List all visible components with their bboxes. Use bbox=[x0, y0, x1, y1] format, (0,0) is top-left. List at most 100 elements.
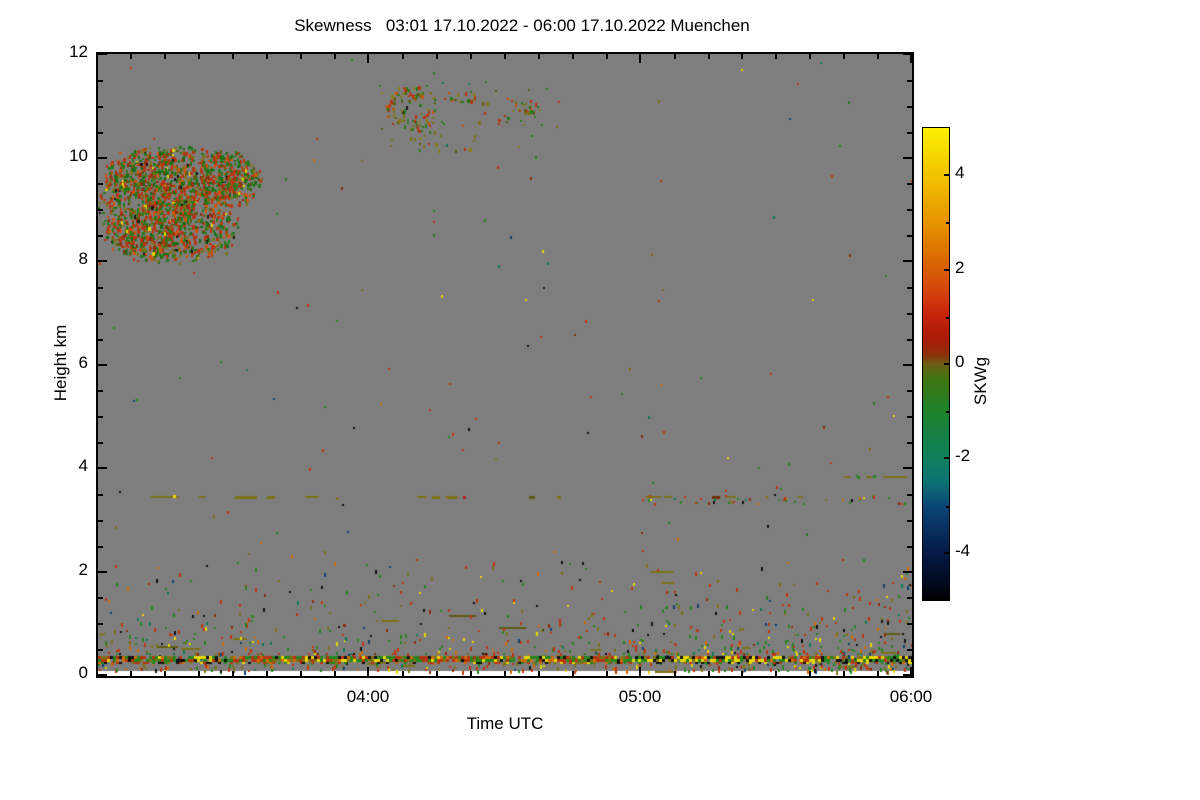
x-major-tick bbox=[639, 667, 641, 676]
colorbar-major-tick bbox=[944, 457, 949, 459]
y-minor-tick bbox=[98, 494, 103, 496]
x-minor-tick bbox=[300, 671, 302, 676]
y-tick-label: 4 bbox=[78, 456, 88, 475]
x-axis-title: Time UTC bbox=[466, 714, 544, 733]
y-major-tick bbox=[903, 467, 912, 469]
y-major-tick bbox=[903, 53, 912, 55]
x-major-tick bbox=[367, 667, 369, 676]
x-minor-tick bbox=[843, 54, 845, 59]
y-minor-tick bbox=[98, 520, 103, 522]
y-minor-tick bbox=[98, 390, 103, 392]
colorbar-tick-label: -4 bbox=[955, 541, 971, 560]
y-major-tick bbox=[98, 157, 107, 159]
y-minor-tick bbox=[907, 235, 912, 237]
x-minor-tick bbox=[674, 671, 676, 676]
y-major-tick bbox=[903, 260, 912, 262]
x-minor-tick bbox=[470, 54, 472, 59]
x-minor-tick bbox=[538, 54, 540, 59]
colorbar-tick-label: 2 bbox=[955, 258, 965, 277]
y-minor-tick bbox=[98, 235, 103, 237]
x-tick-label: 06:00 bbox=[889, 687, 933, 706]
colorbar-major-tick bbox=[944, 552, 949, 554]
y-minor-tick bbox=[907, 80, 912, 82]
y-minor-tick bbox=[98, 339, 103, 341]
y-minor-tick bbox=[98, 287, 103, 289]
y-minor-tick bbox=[907, 416, 912, 418]
y-major-tick bbox=[903, 364, 912, 366]
x-minor-tick bbox=[741, 671, 743, 676]
y-major-tick bbox=[98, 467, 107, 469]
y-minor-tick bbox=[907, 132, 912, 134]
colorbar-major-tick bbox=[944, 363, 949, 365]
y-tick-label: 2 bbox=[78, 560, 88, 579]
x-minor-tick bbox=[504, 54, 506, 59]
y-minor-tick bbox=[907, 520, 912, 522]
x-major-tick bbox=[910, 667, 912, 676]
y-major-tick bbox=[903, 157, 912, 159]
x-minor-tick bbox=[775, 54, 777, 59]
y-minor-tick bbox=[98, 442, 103, 444]
x-minor-tick bbox=[809, 671, 811, 676]
y-minor-tick bbox=[98, 546, 103, 548]
y-minor-tick bbox=[907, 390, 912, 392]
x-minor-tick bbox=[877, 671, 879, 676]
x-minor-tick bbox=[606, 54, 608, 59]
colorbar-title: SKWg bbox=[971, 356, 990, 406]
x-minor-tick bbox=[436, 54, 438, 59]
x-minor-tick bbox=[741, 54, 743, 59]
x-minor-tick bbox=[402, 54, 404, 59]
y-minor-tick bbox=[907, 623, 912, 625]
colorbar-major-tick bbox=[944, 269, 949, 271]
y-minor-tick bbox=[98, 132, 103, 134]
x-major-tick bbox=[910, 54, 912, 63]
x-minor-tick bbox=[334, 671, 336, 676]
y-major-tick bbox=[98, 260, 107, 262]
x-minor-tick bbox=[164, 54, 166, 59]
x-minor-tick bbox=[130, 54, 132, 59]
y-minor-tick bbox=[98, 597, 103, 599]
x-minor-tick bbox=[266, 54, 268, 59]
chart-title: Skewness 03:01 17.10.2022 - 06:00 17.10.… bbox=[294, 16, 750, 35]
x-tick-label: 05:00 bbox=[618, 687, 662, 706]
x-minor-tick bbox=[198, 671, 200, 676]
x-minor-tick bbox=[572, 54, 574, 59]
x-tick-label: 04:00 bbox=[346, 687, 390, 706]
x-minor-tick bbox=[198, 54, 200, 59]
x-minor-tick bbox=[402, 671, 404, 676]
colorbar-minor-tick bbox=[946, 222, 949, 224]
y-minor-tick bbox=[98, 80, 103, 82]
y-major-tick bbox=[98, 571, 107, 573]
y-tick-label: 0 bbox=[78, 663, 88, 682]
x-minor-tick bbox=[809, 54, 811, 59]
x-minor-tick bbox=[300, 54, 302, 59]
y-major-tick bbox=[98, 674, 107, 676]
y-tick-label: 12 bbox=[69, 42, 88, 61]
x-minor-tick bbox=[232, 671, 234, 676]
y-minor-tick bbox=[98, 623, 103, 625]
colorbar-tick-label: 0 bbox=[955, 352, 965, 371]
x-minor-tick bbox=[674, 54, 676, 59]
x-minor-tick bbox=[843, 671, 845, 676]
y-minor-tick bbox=[907, 597, 912, 599]
y-minor-tick bbox=[907, 442, 912, 444]
x-minor-tick bbox=[504, 671, 506, 676]
x-minor-tick bbox=[266, 671, 268, 676]
y-minor-tick bbox=[907, 339, 912, 341]
colorbar-tick-label: -2 bbox=[955, 446, 971, 465]
x-minor-tick bbox=[708, 54, 710, 59]
x-minor-tick bbox=[708, 671, 710, 676]
y-minor-tick bbox=[907, 106, 912, 108]
colorbar-tick-label: 4 bbox=[955, 163, 965, 182]
y-major-tick bbox=[98, 53, 107, 55]
y-minor-tick bbox=[907, 494, 912, 496]
y-minor-tick bbox=[98, 209, 103, 211]
x-minor-tick bbox=[538, 671, 540, 676]
colorbar-minor-tick bbox=[946, 506, 949, 508]
x-major-tick bbox=[367, 54, 369, 63]
x-minor-tick bbox=[877, 54, 879, 59]
y-minor-tick bbox=[907, 649, 912, 651]
y-minor-tick bbox=[98, 649, 103, 651]
y-tick-label: 10 bbox=[69, 146, 88, 165]
y-minor-tick bbox=[907, 287, 912, 289]
